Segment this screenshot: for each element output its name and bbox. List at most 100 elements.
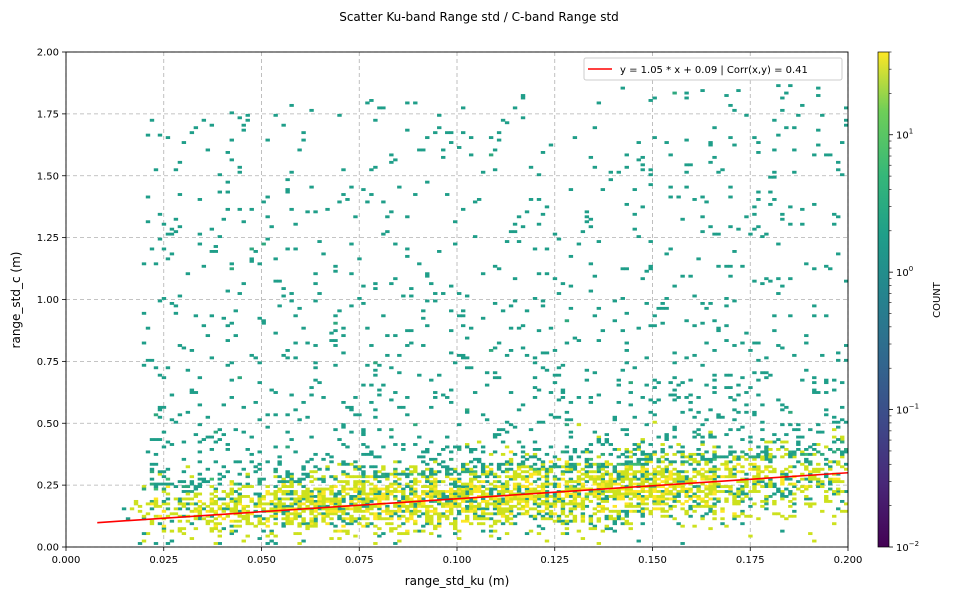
density-cell [836, 477, 841, 481]
density-cell [197, 507, 203, 511]
density-cell [704, 383, 709, 387]
density-cell [437, 126, 442, 130]
density-cell [169, 482, 175, 486]
density-cell [664, 252, 669, 256]
density-cell [257, 482, 262, 486]
density-cell [453, 522, 458, 526]
density-cell [532, 487, 538, 491]
density-cell [520, 455, 526, 459]
density-cell [652, 482, 657, 486]
density-cell [644, 460, 649, 464]
density-cell [532, 507, 538, 511]
density-cells [121, 84, 849, 545]
density-cell [760, 282, 765, 286]
density-cell [708, 141, 713, 144]
density-cell [257, 477, 262, 481]
density-cell [337, 490, 342, 493]
density-cell [820, 482, 825, 486]
density-cell [788, 492, 793, 496]
density-cell [828, 482, 833, 486]
density-cell [345, 517, 350, 521]
density-cell [748, 490, 753, 493]
density-cell [385, 230, 390, 234]
density-cell [229, 138, 234, 142]
density-cell [772, 148, 777, 152]
density-cell [464, 499, 470, 503]
density-cell [740, 487, 745, 491]
density-cell [381, 467, 386, 471]
density-cell [600, 467, 606, 471]
density-cell [313, 470, 318, 474]
density-cell [449, 141, 454, 144]
density-cell [345, 522, 350, 526]
density-cell [429, 405, 434, 409]
density-cell [704, 306, 709, 310]
density-cell [612, 418, 617, 422]
density-cell [680, 475, 685, 479]
density-cell [648, 492, 653, 496]
y-tick-label: 0.75 [37, 357, 59, 368]
density-cell [788, 504, 793, 508]
density-cell [512, 482, 518, 486]
density-cell [776, 490, 781, 493]
density-cell [496, 490, 502, 493]
y-tick-label: 1.25 [37, 233, 59, 244]
density-cell [668, 462, 673, 466]
density-cell [624, 341, 629, 345]
density-cell [453, 445, 458, 449]
density-cell [273, 504, 278, 508]
density-cell [560, 522, 566, 526]
density-cell [369, 383, 374, 387]
density-cell [684, 185, 689, 189]
density-cell [712, 475, 717, 479]
density-cell [816, 450, 821, 454]
density-cell [484, 418, 490, 422]
density-cell [225, 502, 230, 506]
density-cell [317, 467, 322, 471]
density-cell [389, 522, 394, 526]
density-cell [405, 485, 410, 489]
density-cell [413, 101, 418, 105]
density-cell [285, 490, 290, 493]
density-cell [596, 542, 602, 545]
density-cell [588, 514, 594, 518]
density-cell [836, 351, 841, 355]
density-cell [504, 460, 510, 464]
density-cell [285, 512, 290, 516]
density-cell [492, 301, 498, 305]
density-cell [720, 475, 725, 479]
density-cell [389, 428, 394, 432]
density-cell [652, 420, 657, 424]
density-cell [628, 480, 633, 484]
density-cell [261, 517, 266, 521]
density-cell [732, 495, 737, 498]
density-cell [804, 460, 809, 464]
density-cell [764, 495, 769, 498]
density-cell [800, 222, 805, 226]
density-cell [656, 495, 661, 498]
density-cell [472, 485, 478, 489]
density-cell [676, 499, 681, 503]
density-cell [149, 467, 155, 471]
density-cell [209, 519, 215, 523]
density-cell [293, 247, 298, 251]
density-cell [221, 490, 226, 493]
y-tick-label: 1.50 [37, 171, 59, 182]
density-cell [257, 316, 262, 320]
density-cell [297, 542, 302, 545]
density-cell [504, 470, 510, 474]
density-cell [289, 472, 294, 476]
density-cell [708, 467, 713, 471]
density-cell [309, 492, 314, 496]
density-cell [528, 487, 534, 491]
density-cell [233, 509, 238, 513]
density-cell [732, 497, 737, 501]
density-cell [325, 207, 330, 211]
density-cell [221, 316, 226, 320]
density-cell [596, 467, 602, 471]
density-cell [253, 504, 258, 508]
density-cell [692, 353, 697, 357]
x-tick-label: 0.050 [247, 555, 276, 566]
density-cell [193, 314, 199, 318]
density-cell [764, 277, 769, 281]
